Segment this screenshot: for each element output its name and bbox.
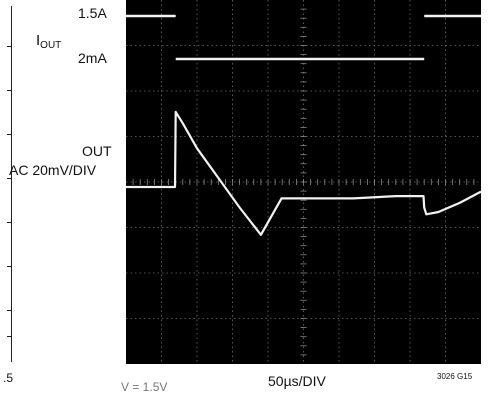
frame-tick [7, 222, 12, 223]
frame-tick [7, 178, 12, 179]
adjacent-figure-frame [0, 6, 12, 362]
timebase-label: 50µs/DIV [268, 373, 326, 389]
frame-tick [7, 134, 12, 135]
oscilloscope-display [126, 0, 481, 364]
frame-tick [7, 310, 12, 311]
figure-id-label: 3026 G15 [437, 372, 472, 381]
out-channel-label: OUT [82, 143, 112, 159]
frame-tick [7, 90, 12, 91]
iout-subscript: OUT [40, 40, 61, 51]
vin-partial-label: V = 1.5V [121, 380, 167, 394]
frame-tick [7, 336, 12, 337]
adjacent-figure-tick-label: .5 [3, 371, 13, 385]
current-low-label: 2mA [78, 50, 107, 66]
iout-channel-label: IOUT [36, 32, 61, 51]
frame-tick [7, 266, 12, 267]
current-high-label: 1.5A [78, 5, 107, 21]
frame-tick [7, 46, 12, 47]
out-scale-label: AC 20mV/DIV [9, 162, 96, 178]
